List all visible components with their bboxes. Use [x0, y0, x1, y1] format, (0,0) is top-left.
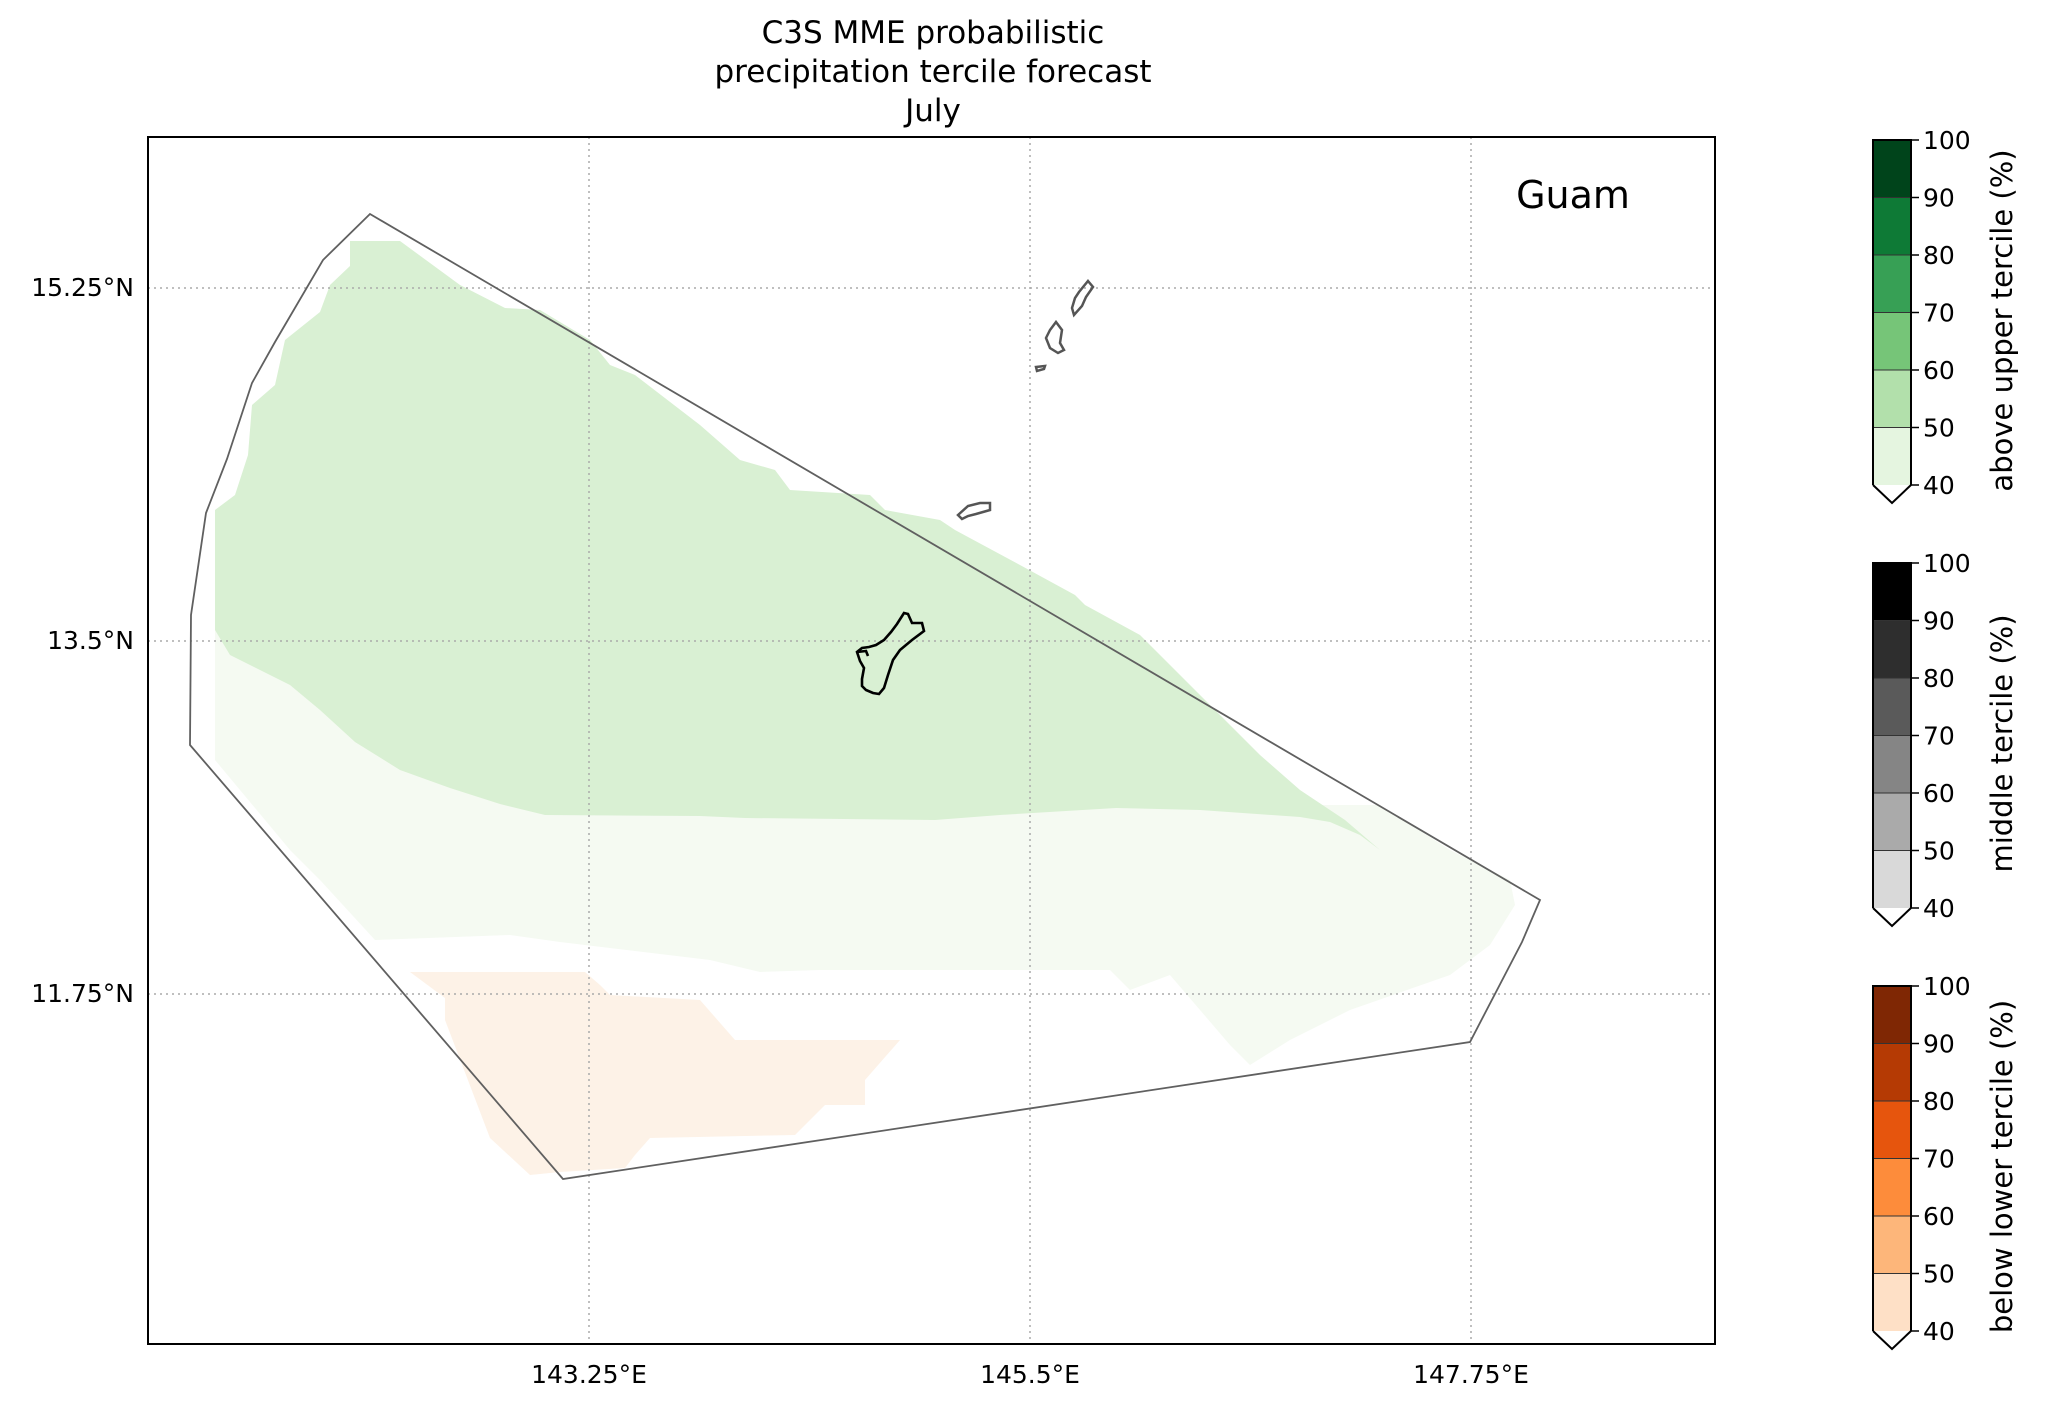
colorbar-segment	[1873, 620, 1911, 678]
colorbar-label: above upper tercile (%)	[1985, 149, 2019, 491]
colorbar-tick-label: 60	[1923, 1202, 1955, 1231]
region-label: Guam	[1516, 173, 1630, 217]
colorbar-tick-label: 100	[1923, 972, 1971, 1001]
colorbar-segment	[1873, 255, 1911, 313]
colorbar-tick-label: 100	[1923, 126, 1971, 155]
colorbar-tick-label: 100	[1923, 549, 1971, 578]
colorbar-label: middle tercile (%)	[1985, 614, 2019, 872]
colorbar-segment	[1873, 197, 1911, 255]
aguijan-coastline	[1034, 364, 1047, 373]
region-outline	[189, 212, 1542, 1180]
map-frame	[147, 136, 1716, 1345]
above-tercile-shading	[215, 241, 1380, 850]
colorbar-extend-triangle	[1872, 907, 1912, 928]
title-line-3: July	[905, 93, 961, 129]
colorbar-extend-triangle	[1872, 484, 1912, 505]
colorbar-tick-label: 70	[1923, 1145, 1955, 1174]
colorbar-tick-label: 60	[1923, 779, 1955, 808]
colorbar-tick-label: 50	[1923, 837, 1955, 866]
colorbar-tick-label: 40	[1923, 894, 1955, 923]
colorbar-segment	[1873, 1273, 1911, 1331]
colorbar-tick-label: 40	[1923, 471, 1955, 500]
below-tercile-shading	[410, 972, 900, 1175]
lat-axis: 15.25°N 13.5°N 11.75°N	[31, 273, 134, 1008]
lat-label-15.25: 15.25°N	[31, 273, 134, 302]
map-content	[148, 137, 1715, 1344]
colorbar-tick-label: 70	[1923, 299, 1955, 328]
colorbar-segment	[1873, 793, 1911, 851]
guam-coastline	[855, 611, 926, 696]
colorbar-extend-triangle	[1872, 1330, 1912, 1351]
colorbar-label: below lower tercile (%)	[1985, 1000, 2019, 1333]
colorbar-middle: 100 90 80 70 60 50 40 middle tercile (%)	[1872, 549, 2019, 928]
colorbar-segment	[1873, 140, 1911, 198]
colorbar-tick-label: 80	[1923, 241, 1955, 270]
colorbar-segment	[1873, 312, 1911, 370]
colorbar-segment	[1873, 1043, 1911, 1101]
saipan-coastline	[1070, 279, 1095, 318]
chart-title: C3S MME probabilistic precipitation terc…	[148, 14, 1718, 131]
colorbar-tick-label: 80	[1923, 1087, 1955, 1116]
colorbar-tick-label: 40	[1923, 1317, 1955, 1346]
lat-label-11.75: 11.75°N	[31, 979, 134, 1008]
colorbar-tick-label: 60	[1923, 356, 1955, 385]
title-line-2: precipitation tercile forecast	[714, 54, 1152, 90]
colorbar-segment	[1873, 735, 1911, 793]
colorbar-above: 100 90 80 70 60 50 40 above upper tercile (%)	[1872, 126, 2019, 505]
tinian-coastline	[1044, 319, 1066, 355]
middle-tercile-shading	[215, 600, 1515, 1065]
colorbar-segment	[1873, 563, 1911, 621]
colorbar-segment	[1873, 370, 1911, 428]
guam-peninsula	[856, 649, 870, 657]
colorbar-tick-label: 70	[1923, 722, 1955, 751]
title-line-1: C3S MME probabilistic	[761, 15, 1105, 51]
colorbar-tick-label: 50	[1923, 1260, 1955, 1289]
colorbar-segment	[1873, 850, 1911, 908]
colorbar-below: 100 90 80 70 60 50 40 below lower tercile (%)	[1872, 972, 2019, 1351]
lat-label-13.5: 13.5°N	[47, 626, 134, 655]
colorbar-segment	[1873, 1101, 1911, 1159]
colorbar-segment	[1873, 986, 1911, 1044]
colorbar-segment	[1873, 427, 1911, 485]
northern-islands	[956, 279, 1095, 521]
colorbar-tick-label: 90	[1923, 607, 1955, 636]
colorbar-tick-label: 80	[1923, 664, 1955, 693]
colorbar-tick-label: 90	[1923, 1030, 1955, 1059]
colorbar-tick-label: 50	[1923, 414, 1955, 443]
lon-label-147.75: 147.75°E	[1413, 1360, 1529, 1389]
colorbar-tick-label: 90	[1923, 184, 1955, 213]
rota-coastline	[956, 501, 992, 521]
lon-label-145.5: 145.5°E	[980, 1360, 1080, 1389]
colorbar-segment	[1873, 1216, 1911, 1274]
lon-axis: 143.25°E 145.5°E 147.75°E	[531, 1360, 1529, 1389]
colorbar-segment	[1873, 1158, 1911, 1216]
lon-label-143.25: 143.25°E	[531, 1360, 647, 1389]
colorbar-segment	[1873, 678, 1911, 736]
